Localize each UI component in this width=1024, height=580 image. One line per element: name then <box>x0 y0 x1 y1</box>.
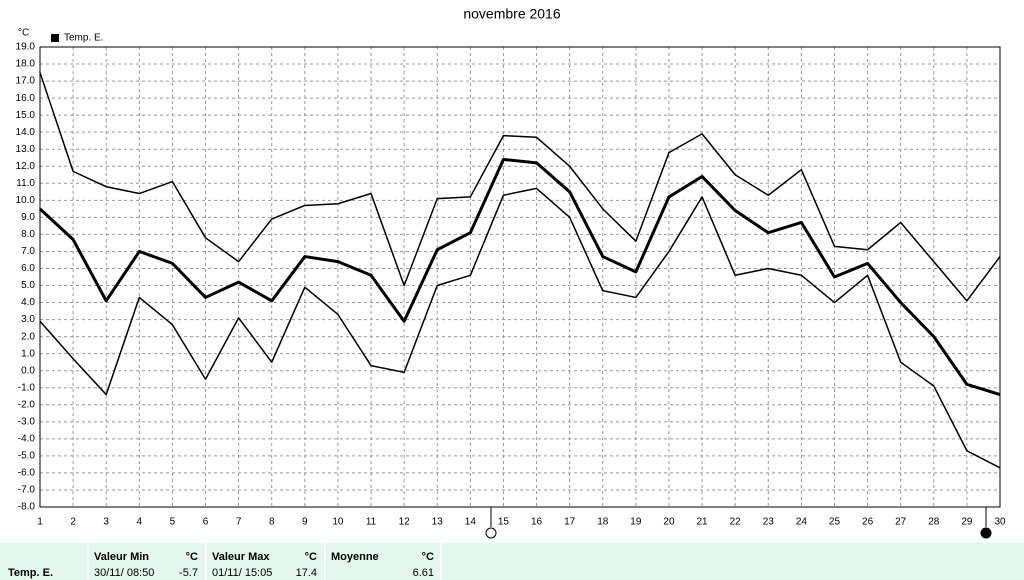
footer-date: 30/11/ 08:50 <box>94 567 154 579</box>
plot: 19.018.017.016.015.014.013.012.011.010.0… <box>16 42 1006 528</box>
y-tick-label: -3.0 <box>18 416 36 427</box>
chart-title: novembre 2016 <box>463 6 561 22</box>
x-tick-label: 8 <box>269 517 275 528</box>
y-tick-label: 0.0 <box>21 365 35 376</box>
x-tick-label: 11 <box>366 517 377 528</box>
y-tick-label: 5.0 <box>21 280 35 291</box>
footer-unit: °C <box>305 551 317 563</box>
y-tick-label: 14.0 <box>16 127 36 138</box>
series-line <box>39 187 1001 469</box>
x-tick-label: 14 <box>465 517 477 528</box>
moon-icon <box>980 527 992 539</box>
x-tick-label: 10 <box>332 517 344 528</box>
x-tick-label: 3 <box>103 517 109 528</box>
x-tick-label: 13 <box>432 517 444 528</box>
footer-bg <box>0 543 1024 580</box>
y-tick-label: 11.0 <box>16 178 35 189</box>
y-tick-label: -6.0 <box>18 468 36 479</box>
footer-value: 17.4 <box>296 567 317 579</box>
x-tick-label: 24 <box>796 517 808 528</box>
legend-swatch <box>51 34 59 42</box>
x-tick-label: 20 <box>663 517 675 528</box>
footer-title: Valeur Min <box>94 551 149 563</box>
x-tick-label: 30 <box>994 517 1006 528</box>
x-tick-label: 18 <box>597 517 609 528</box>
legend: Temp. E. <box>51 33 103 44</box>
y-tick-label: -2.0 <box>18 399 36 410</box>
y-tick-label: 15.0 <box>16 110 36 121</box>
x-tick-label: 6 <box>203 517 209 528</box>
x-tick-label: 7 <box>236 517 242 528</box>
x-tick-label: 22 <box>730 517 742 528</box>
legend-label: Temp. E. <box>64 33 103 44</box>
x-tick-label: 4 <box>137 517 143 528</box>
y-tick-label: 8.0 <box>21 229 35 240</box>
x-tick-label: 26 <box>862 517 874 528</box>
series-line <box>38 157 1001 396</box>
y-tick-label: 13.0 <box>16 144 36 155</box>
y-tick-label: 19.0 <box>16 42 36 53</box>
series-line <box>39 72 1001 302</box>
y-tick-label: 1.0 <box>21 348 35 359</box>
x-tick-label: 19 <box>630 517 642 528</box>
y-tick-label: 9.0 <box>21 212 35 223</box>
footer-title: Valeur Max <box>212 551 270 563</box>
x-tick-label: 17 <box>564 517 576 528</box>
moon-icon <box>485 527 497 539</box>
y-tick-label: 10.0 <box>16 195 36 206</box>
x-tick-label: 12 <box>399 517 411 528</box>
x-tick-label: 27 <box>895 517 907 528</box>
x-tick-label: 25 <box>829 517 841 528</box>
y-tick-label: 3.0 <box>21 314 35 325</box>
x-tick-label: 28 <box>928 517 940 528</box>
y-tick-label: 7.0 <box>21 246 35 257</box>
x-tick-label: 29 <box>961 517 973 528</box>
y-tick-label: 12.0 <box>16 161 36 172</box>
x-tick-label: 1 <box>37 517 43 528</box>
x-tick-label: 5 <box>170 517 176 528</box>
footer-value: -5.7 <box>179 567 198 579</box>
x-tick-label: 16 <box>531 517 543 528</box>
y-tick-label: -4.0 <box>18 433 36 444</box>
footer-date: 01/11/ 15:05 <box>212 567 272 579</box>
y-tick-label: 6.0 <box>21 263 35 274</box>
x-tick-label: 23 <box>763 517 775 528</box>
plot-border <box>39 46 1001 508</box>
y-tick-label: 2.0 <box>21 331 35 342</box>
y-tick-label: 17.0 <box>16 76 36 87</box>
footer-title: Moyenne <box>331 551 379 563</box>
footer-unit: °C <box>186 551 198 563</box>
x-tick-label: 21 <box>697 517 709 528</box>
x-tick-label: 2 <box>70 517 76 528</box>
y-unit: °C <box>18 28 29 39</box>
y-tick-label: -8.0 <box>18 502 36 513</box>
footer-unit: °C <box>422 551 434 563</box>
x-tick-label: 9 <box>302 517 308 528</box>
y-tick-label: 16.0 <box>16 93 36 104</box>
y-tick-label: 4.0 <box>21 297 35 308</box>
footer-value: 6.61 <box>413 567 434 579</box>
x-tick-label: 15 <box>498 517 510 528</box>
y-tick-label: 18.0 <box>16 59 36 70</box>
footer-label: Temp. E. <box>8 567 53 579</box>
y-tick-label: -5.0 <box>18 451 36 462</box>
y-tick-label: -7.0 <box>18 485 36 496</box>
y-tick-label: -1.0 <box>18 382 36 393</box>
